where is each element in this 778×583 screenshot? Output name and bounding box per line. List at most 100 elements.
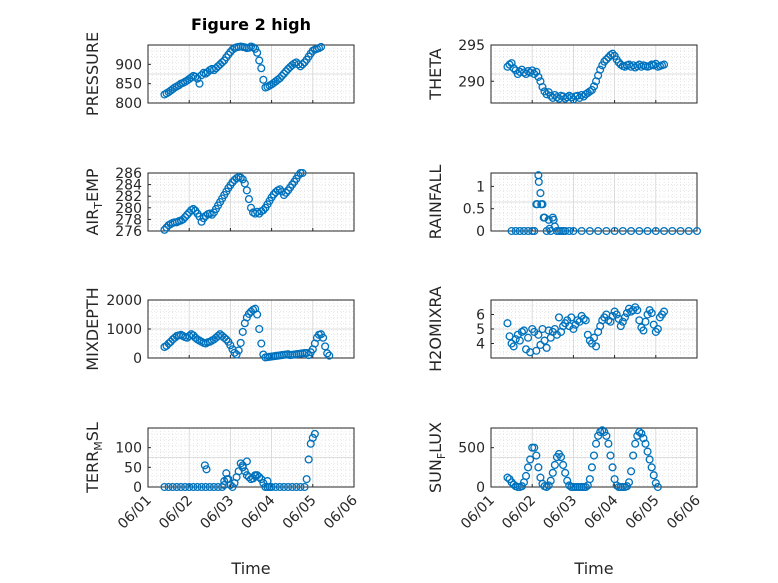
- data-point: [579, 314, 588, 323]
- data-point: [517, 327, 526, 336]
- data-point: [197, 482, 206, 492]
- y-tick-label: 850: [115, 77, 142, 93]
- data-point: [172, 482, 181, 492]
- data-point: [577, 226, 586, 236]
- data-point: [539, 213, 548, 222]
- data-point: [561, 226, 570, 236]
- data-point: [544, 481, 553, 490]
- data-point: [195, 79, 204, 88]
- x-tick-label: 06/03: [540, 493, 580, 533]
- data-point: [292, 482, 301, 492]
- data-point: [651, 479, 660, 488]
- data-point: [649, 320, 658, 329]
- data-point: [164, 482, 173, 492]
- data-point: [300, 482, 309, 492]
- data-point: [602, 431, 611, 440]
- series-markers: [507, 171, 702, 236]
- data-point: [302, 475, 311, 484]
- data-point: [561, 468, 570, 477]
- data-point: [556, 453, 566, 462]
- data-point: [222, 335, 231, 344]
- y-tick-label: 500: [458, 441, 485, 457]
- y-tick-label: 280: [115, 201, 142, 217]
- data-point: [668, 226, 677, 236]
- y-tick-label: 2000: [106, 293, 142, 309]
- data-point: [624, 478, 634, 487]
- data-point: [197, 71, 206, 80]
- data-point: [585, 87, 594, 96]
- data-point: [244, 309, 253, 318]
- x-tick-label: 06/02: [156, 493, 196, 533]
- series-markers: [503, 426, 662, 492]
- y-tick-label: 900: [115, 57, 142, 73]
- y-tick-label: 0: [476, 480, 485, 496]
- data-point: [659, 226, 669, 236]
- data-point: [589, 82, 599, 91]
- data-point: [643, 447, 652, 456]
- data-point: [220, 333, 229, 342]
- data-point: [279, 482, 289, 492]
- data-point: [503, 473, 512, 482]
- data-point: [600, 57, 609, 66]
- x-tick-label: 06/01: [458, 493, 498, 533]
- y-tick-label: 1000: [106, 322, 142, 338]
- data-point: [230, 348, 239, 357]
- data-point: [532, 67, 541, 76]
- y-tick-label: 290: [458, 74, 485, 90]
- data-point: [620, 313, 629, 322]
- data-point: [602, 55, 611, 64]
- data-point: [257, 339, 266, 348]
- data-point: [325, 351, 334, 360]
- y-tick-label: 800: [115, 96, 142, 112]
- series-markers: [160, 429, 319, 492]
- data-point: [279, 190, 289, 200]
- data-point: [608, 49, 617, 58]
- data-point: [207, 210, 216, 219]
- data-point: [594, 226, 603, 236]
- panel-theta: 290 295 THETA: [426, 38, 698, 104]
- data-point: [234, 346, 243, 355]
- data-point: [627, 467, 636, 476]
- data-point: [267, 482, 276, 492]
- data-point: [534, 72, 543, 81]
- x-tick-label: 06/04: [239, 492, 279, 532]
- data-point: [298, 60, 307, 69]
- data-point: [589, 451, 599, 460]
- figure-title: Figure 2 high: [191, 15, 311, 34]
- y-axis-label: AIRTEMP: [83, 168, 105, 235]
- data-point: [181, 482, 190, 492]
- data-point: [176, 482, 186, 492]
- x-tick-label: 06/06: [321, 492, 361, 532]
- data-point: [519, 226, 529, 236]
- y-tick-label: 0: [133, 351, 142, 367]
- data-point: [533, 200, 542, 209]
- data-point: [193, 482, 202, 492]
- data-point: [606, 51, 615, 60]
- data-point: [298, 168, 307, 178]
- data-point: [166, 337, 175, 346]
- axes-box: [490, 172, 698, 232]
- data-point: [218, 58, 227, 67]
- data-point: [509, 64, 518, 73]
- data-point: [600, 427, 609, 436]
- x-tick-label: 06/02: [499, 493, 539, 533]
- y-tick-label: 5: [476, 322, 485, 338]
- data-point: [296, 482, 305, 492]
- data-point: [181, 213, 190, 222]
- data-point: [542, 90, 551, 99]
- data-point: [587, 463, 596, 472]
- data-point: [635, 427, 644, 436]
- data-point: [643, 226, 652, 236]
- data-point: [526, 455, 535, 464]
- data-point: [631, 439, 640, 448]
- data-point: [255, 473, 264, 482]
- data-point: [244, 195, 253, 204]
- data-point: [503, 319, 512, 328]
- data-point: [622, 482, 632, 491]
- data-point: [226, 341, 235, 350]
- data-point: [174, 81, 183, 90]
- data-point: [653, 324, 662, 334]
- data-point: [507, 226, 516, 236]
- data-point: [232, 350, 241, 359]
